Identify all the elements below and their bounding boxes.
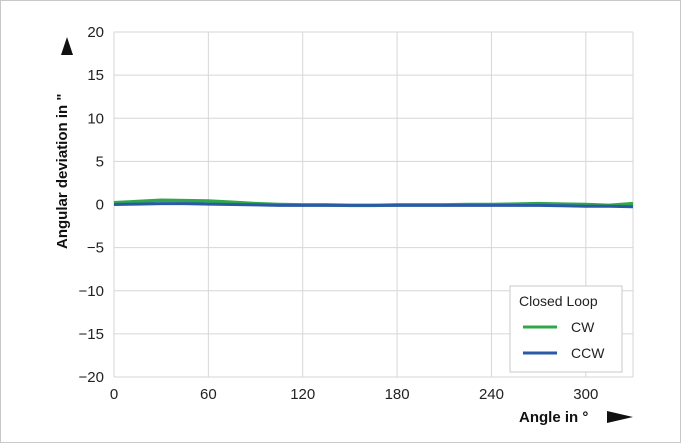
x-axis-title: Angle in °: [519, 409, 588, 426]
x-axis-title-group: Angle in °: [519, 409, 633, 426]
x-tick-label: 0: [110, 386, 118, 403]
x-tick-label: 240: [479, 386, 504, 403]
y-tick-label: 10: [87, 110, 104, 127]
legend-label-ccw: CCW: [571, 345, 605, 361]
x-tick-label: 120: [290, 386, 315, 403]
y-tick-label: −5: [87, 240, 104, 257]
y-axis-title-group: Angular deviation in ": [54, 37, 73, 249]
series-line-ccw: [113, 202, 634, 209]
y-tick-label: 5: [96, 153, 104, 170]
legend-label-cw: CW: [571, 319, 595, 335]
y-tick-label: 0: [96, 197, 104, 214]
legend: Closed Loop CW CCW: [509, 285, 623, 373]
y-axis-ticks: 20 15 10 5 0 −5 −10 −15 −20: [79, 24, 104, 386]
x-axis-arrow-icon: [607, 411, 633, 423]
x-tick-label: 60: [200, 386, 217, 403]
y-axis-title: Angular deviation in ": [54, 94, 71, 249]
x-tick-label: 180: [385, 386, 410, 403]
legend-box: [509, 285, 623, 373]
x-tick-label: 300: [573, 386, 598, 403]
y-tick-label: 15: [87, 67, 104, 84]
x-axis-ticks: 0 60 120 180 240 300: [110, 386, 599, 403]
y-tick-label: −10: [79, 283, 104, 300]
y-tick-label: 20: [87, 24, 104, 41]
y-tick-label: −15: [79, 326, 104, 343]
legend-title: Closed Loop: [519, 293, 598, 309]
y-tick-label: −20: [79, 369, 104, 386]
series-lines: [113, 198, 634, 209]
y-axis-arrow-icon: [61, 37, 73, 55]
